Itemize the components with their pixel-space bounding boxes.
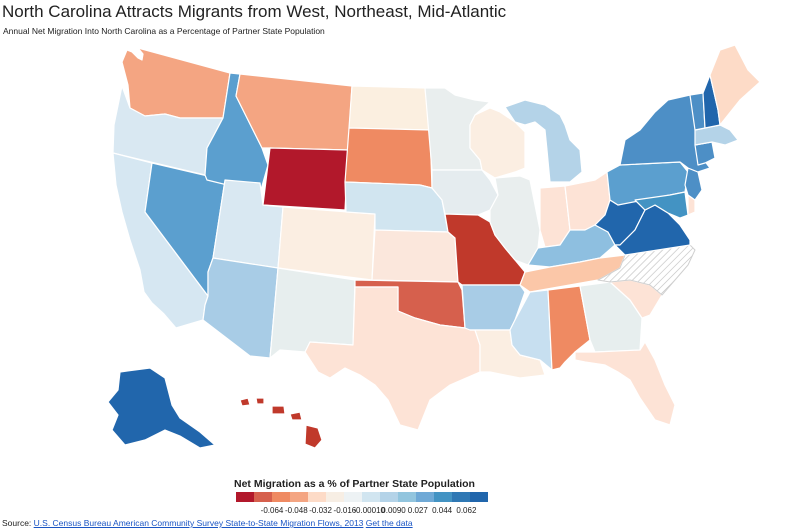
state-iowa[interactable]: [431, 169, 499, 216]
state-south-dakota[interactable]: [344, 127, 433, 189]
legend-tick-label: -0.048: [284, 506, 308, 515]
state-florida[interactable]: [574, 341, 676, 426]
state-north-carolina[interactable]: [597, 244, 696, 296]
state-arizona[interactable]: [202, 257, 279, 359]
state-new-jersey[interactable]: [684, 167, 703, 201]
legend-swatch: [308, 492, 326, 502]
legend-tick-label: -0.016: [333, 506, 357, 515]
legend-tick-label: -0.032: [309, 506, 332, 515]
us-choropleth-map: [107, 44, 761, 449]
legend-swatch: [380, 492, 398, 502]
legend-tick-label: -0.064: [260, 506, 284, 515]
state-hawaii[interactable]: [239, 397, 323, 449]
state-north-dakota[interactable]: [348, 85, 431, 131]
state-massachusetts[interactable]: [694, 124, 739, 146]
state-texas[interactable]: [304, 286, 481, 431]
legend-tick-label: 0.0090: [381, 506, 406, 515]
state-wyoming[interactable]: [262, 147, 349, 211]
legend-title: Net Migration as a % of Partner State Po…: [234, 478, 475, 490]
legend-swatch: [326, 492, 344, 502]
legend-swatch: [398, 492, 416, 502]
legend-swatch: [236, 492, 254, 502]
legend: Net Migration as a % of Partner State Po…: [234, 478, 594, 518]
legend-swatch: [272, 492, 290, 502]
legend-tick-label: -0.00010: [353, 506, 385, 515]
legend-swatch: [416, 492, 434, 502]
state-illinois[interactable]: [489, 175, 541, 266]
legend-swatch: [344, 492, 362, 502]
map-title: North Carolina Attracts Migrants from We…: [2, 2, 507, 21]
state-kansas[interactable]: [371, 229, 459, 283]
state-connecticut[interactable]: [694, 141, 716, 166]
map-subtitle: Annual Net Migration Into North Carolina…: [3, 26, 325, 36]
legend-tick-label: 0.027: [407, 506, 428, 515]
state-michigan[interactable]: [504, 99, 583, 183]
legend-swatch: [254, 492, 272, 502]
source-link[interactable]: U.S. Census Bureau American Community Su…: [33, 518, 364, 528]
state-alaska[interactable]: [107, 367, 216, 449]
legend-tick-label: 0.062: [456, 506, 477, 515]
legend-swatch: [362, 492, 380, 502]
legend-swatch: [470, 492, 488, 502]
state-wisconsin[interactable]: [469, 107, 526, 179]
legend-swatches: [236, 492, 488, 502]
state-colorado[interactable]: [277, 206, 376, 281]
legend-swatch: [434, 492, 452, 502]
legend-swatch: [290, 492, 308, 502]
legend-swatch: [452, 492, 470, 502]
legend-tick-label: 0.044: [432, 506, 453, 515]
state-washington[interactable]: [121, 47, 231, 119]
get-the-data-link[interactable]: Get the data: [365, 518, 413, 528]
state-maine[interactable]: [709, 44, 761, 126]
source-label: Source:: [2, 518, 34, 528]
source-line: Source: U.S. Census Bureau American Comm…: [2, 518, 413, 528]
state-maryland[interactable]: [634, 191, 689, 219]
state-mississippi[interactable]: [509, 289, 553, 371]
